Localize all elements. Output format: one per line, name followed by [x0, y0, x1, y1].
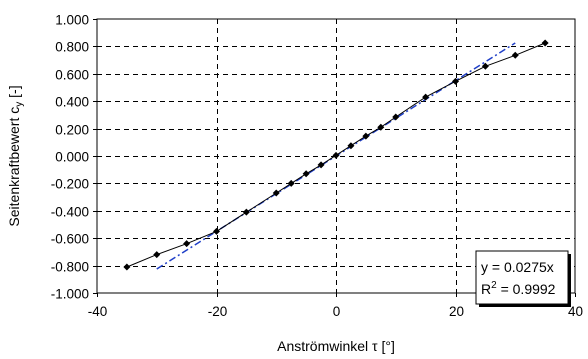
y-tick-label: 0.800 — [55, 40, 89, 55]
data-point — [242, 208, 250, 216]
annotation-box — [475, 250, 569, 305]
axis-ticks: 1.000 0.800 0.600 0.400 0.200 0.000 -0.200 -0.4… — [51, 13, 583, 320]
data-point — [213, 227, 220, 235]
y-tick-label: -0.200 — [51, 177, 89, 192]
data-point — [392, 113, 400, 121]
data-point — [123, 263, 131, 271]
data-point — [452, 77, 459, 85]
regression-annotation: y = 0.0275x R2 = 0.9992 — [475, 250, 571, 307]
y-tick-label: -0.400 — [51, 205, 89, 220]
data-point — [272, 189, 280, 197]
data-point — [332, 151, 340, 159]
regression-equation: y = 0.0275x — [481, 259, 554, 275]
x-tick-label: 20 — [449, 304, 464, 319]
x-tick-label: -20 — [208, 304, 228, 319]
y-axis-label: Seitenkraftbewert cy [-] — [6, 85, 25, 226]
y-tick-label: -0.800 — [51, 260, 89, 275]
y-tick-label: 0.200 — [55, 123, 89, 138]
data-point — [541, 39, 549, 47]
x-tick-label: -40 — [88, 304, 108, 319]
data-point — [481, 62, 489, 70]
data-point — [317, 161, 325, 169]
grid — [97, 19, 575, 293]
x-axis-label: Anströmwinkel τ [°] — [277, 338, 395, 354]
data-point — [422, 93, 430, 101]
data-point — [153, 251, 161, 259]
y-tick-label: 0.600 — [55, 68, 89, 83]
y-tick-label: 1.000 — [55, 13, 89, 28]
y-tick-label: 0.000 — [55, 150, 89, 165]
data-series — [123, 39, 549, 271]
r-squared: R2 = 0.9992 — [481, 280, 556, 297]
data-point — [362, 132, 370, 140]
data-point — [183, 240, 191, 248]
y-tick-label: -1.000 — [51, 287, 89, 302]
data-point — [511, 51, 519, 59]
x-tick-label: 40 — [568, 304, 583, 319]
data-point — [377, 123, 385, 131]
x-tick-label: 0 — [333, 304, 341, 319]
data-point — [347, 142, 355, 150]
data-point — [287, 179, 295, 187]
data-point — [302, 170, 310, 178]
y-tick-label: 0.400 — [55, 95, 89, 110]
y-tick-label: -0.600 — [51, 232, 89, 247]
